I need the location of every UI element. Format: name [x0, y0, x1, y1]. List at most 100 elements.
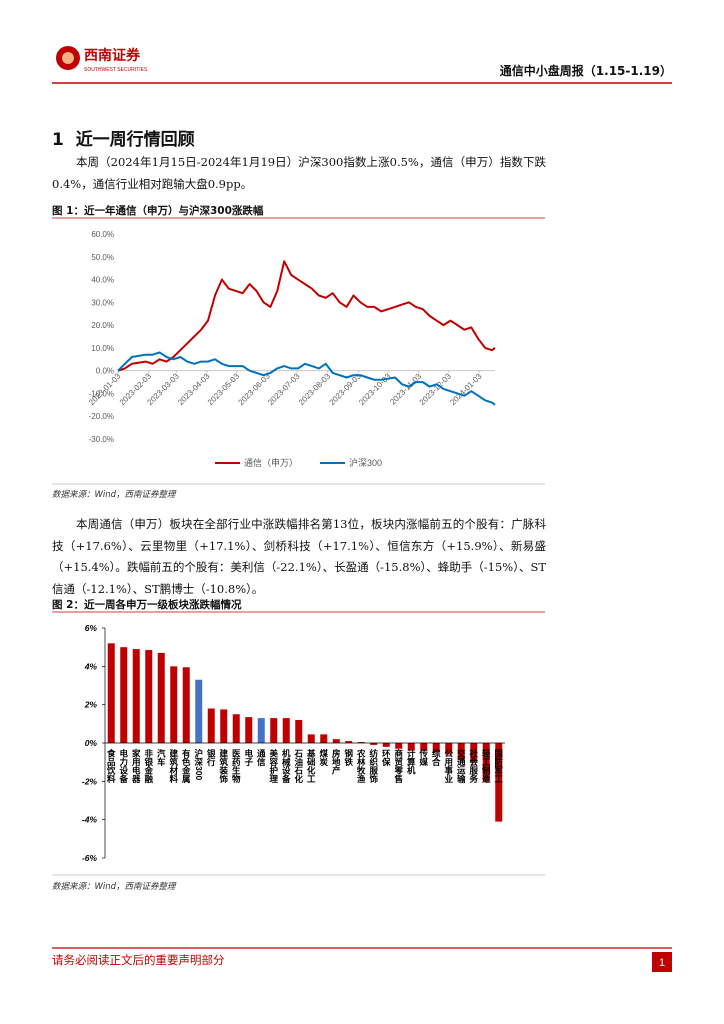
x-tick-label: 美容护理	[269, 748, 279, 784]
x-tick-label: 轻工制造	[481, 748, 491, 784]
x-tick-label: 建筑装饰	[219, 748, 229, 784]
bar	[145, 650, 153, 743]
y-tick-label: 4%	[84, 661, 98, 671]
y-tick-label: 10.0%	[91, 344, 114, 353]
footer-disclaimer: 请务必阅读正文后的重要声明部分	[52, 953, 225, 967]
x-tick-label: 传媒	[419, 748, 429, 767]
figure-caption: 图 1：近一年通信（申万）与沪深300涨跌幅	[52, 205, 264, 217]
y-tick-label: 50.0%	[91, 253, 114, 262]
y-tick-label: 30.0%	[91, 298, 114, 307]
bar	[282, 718, 290, 743]
x-tick-label: 纺织服饰	[369, 748, 379, 784]
legend-label: 沪深300	[349, 457, 382, 468]
logo-icon-inner	[62, 52, 74, 64]
bar	[232, 714, 240, 743]
x-tick-label: 国防军工	[494, 748, 504, 783]
x-tick-label: 汽车	[156, 748, 166, 767]
x-tick-label: 家用电器	[131, 748, 141, 784]
bar	[107, 643, 115, 743]
x-tick-label: 石油石化	[294, 749, 304, 784]
y-tick-label: 0%	[85, 738, 98, 748]
y-tick-label: 6%	[85, 623, 98, 633]
x-tick-label: 房地产	[331, 748, 341, 775]
y-tick-label: -30.0%	[89, 435, 114, 444]
y-tick-label: 0.0%	[96, 367, 114, 376]
x-tick-label: 社会服务	[469, 748, 479, 784]
bar	[482, 743, 490, 782]
y-tick-label: -2%	[82, 776, 98, 786]
y-tick-label: 40.0%	[91, 276, 114, 285]
y-tick-label: -4%	[82, 815, 98, 825]
y-tick-label: -6%	[82, 853, 98, 863]
y-tick-label: 60.0%	[91, 230, 114, 239]
x-tick-label: 非银金融	[144, 748, 154, 784]
x-tick-label: 通信	[256, 748, 266, 767]
page-number: 1	[659, 957, 665, 969]
bar	[257, 718, 265, 743]
x-tick-label: 公用事业	[444, 749, 454, 783]
line-chart: -30.0% -20.0% -10.0% 0.0% 10.0% 20.0% 30.0% 40.…	[87, 230, 496, 468]
x-tick-label: 食品饮料	[106, 748, 116, 784]
section-title: 近一周行情回顾	[75, 130, 195, 150]
x-tick-label: 综合	[431, 748, 441, 767]
x-tick-label: 农林牧渔	[356, 748, 366, 784]
y-tick-label: 20.0%	[91, 321, 114, 330]
x-tick-label: 电子	[244, 748, 254, 767]
bar	[220, 709, 228, 743]
bar	[207, 708, 215, 743]
x-tick-label: 商贸零售	[394, 748, 404, 784]
bar	[295, 720, 303, 743]
bar	[320, 734, 328, 743]
x-tick-label: 计算机	[406, 748, 416, 775]
x-tick-label: 煤炭	[319, 748, 329, 767]
section-number: 1	[52, 130, 64, 150]
series-line	[117, 260, 496, 372]
x-tick-label: 基础化工	[306, 748, 316, 783]
series-line	[117, 351, 496, 406]
x-tick-label: 银行	[206, 748, 216, 767]
figure-source: 数据来源：Wind，西南证券整理	[52, 882, 176, 892]
paragraph: 本周通信（申万）板块在全部行业中涨跌幅排名第13位，板块内涨幅前五的个股有：广脉…	[52, 517, 546, 596]
bar	[120, 647, 128, 743]
bar	[495, 743, 503, 822]
x-tick-label: 交通运输	[456, 748, 466, 784]
page-number-box	[652, 952, 672, 972]
bar	[370, 743, 378, 745]
bar	[245, 717, 253, 743]
x-tick-label: 钢铁	[344, 748, 354, 767]
y-tick-label: 2%	[84, 700, 98, 710]
bar	[395, 743, 403, 749]
logo-subname: SOUTHWEST SECURITIES	[84, 67, 148, 73]
y-tick-label: -20.0%	[89, 412, 114, 421]
bar	[170, 666, 178, 743]
bar	[195, 679, 203, 743]
x-tick-label: 有色金属	[181, 748, 191, 784]
x-tick-label: 2024-01-03	[448, 371, 484, 407]
report-title: 通信中小盘周报（1.15-1.19）	[499, 64, 672, 78]
bar	[445, 743, 453, 755]
x-tick-label: 医药生物	[231, 749, 241, 784]
figure-caption: 图 2：近一周各申万一级板块涨跌幅情况	[52, 599, 242, 611]
bar	[157, 652, 165, 743]
paragraph: 本周（2024年1月15日-2024年1月19日）沪深300指数上涨0.5%，通…	[52, 155, 546, 191]
bar	[345, 741, 353, 743]
bar	[382, 743, 390, 747]
bar	[457, 743, 465, 761]
bar	[470, 743, 478, 763]
bar-chart: -6% -4% -2% 0% 2% 4% 6% 食品饮料 电力设备 家用电器 非银金融 汽车 建筑材料有…	[82, 623, 505, 863]
bar	[307, 734, 315, 743]
section-heading: 1 近一周行情回顾	[52, 125, 195, 150]
x-tick-label: 机械设备	[281, 748, 291, 784]
legend-label: 通信（申万）	[244, 457, 298, 468]
x-tick-label: 沪深300	[194, 748, 204, 780]
bar	[407, 743, 415, 751]
bar	[332, 739, 340, 743]
bar	[420, 743, 428, 751]
bar	[432, 743, 440, 753]
logo-name: 西南证券	[84, 47, 141, 63]
figure-source: 数据来源：Wind，西南证券整理	[52, 490, 176, 500]
x-tick-label: 电力设备	[119, 748, 129, 784]
x-tick-label: 建筑材料	[169, 748, 179, 784]
